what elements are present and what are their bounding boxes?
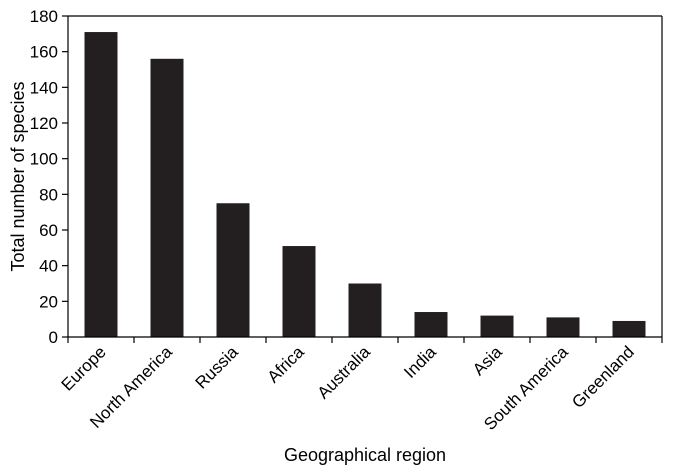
y-tick-label: 40: [39, 257, 58, 276]
x-axis-title: Geographical region: [284, 445, 446, 465]
bar-europe: [84, 32, 118, 338]
bar-greenland: [612, 320, 646, 337]
y-tick-label: 60: [39, 221, 58, 240]
x-tick-label: Africa: [264, 342, 309, 387]
x-tick-label: India: [400, 342, 440, 382]
y-tick-label: 100: [30, 150, 58, 169]
y-tick-label: 0: [49, 328, 58, 347]
y-tick-label: 20: [39, 292, 58, 311]
bar-asia: [480, 315, 514, 337]
y-tick-label: 80: [39, 185, 58, 204]
x-tick-label: Russia: [192, 342, 243, 393]
bar-africa: [282, 246, 316, 337]
bar-australia: [348, 283, 382, 337]
x-tick-label: Australia: [314, 342, 375, 403]
x-tick-label: Asia: [469, 342, 506, 379]
bars-group: [84, 32, 646, 338]
y-axis-ticks: 0 20 40 60 80 100 120 140 160 180: [30, 7, 68, 347]
bar-south-america: [546, 317, 580, 337]
y-tick-label: 180: [30, 7, 58, 26]
bar-india: [414, 312, 448, 337]
y-tick-label: 140: [30, 78, 58, 97]
y-axis-title: Total number of species: [8, 81, 28, 271]
bar-north-america: [150, 58, 184, 338]
x-tick-label: Greenland: [568, 342, 638, 412]
bar-russia: [216, 203, 250, 337]
x-tick-label: Europe: [58, 342, 110, 394]
y-tick-label: 120: [30, 114, 58, 133]
y-tick-label: 160: [30, 43, 58, 62]
